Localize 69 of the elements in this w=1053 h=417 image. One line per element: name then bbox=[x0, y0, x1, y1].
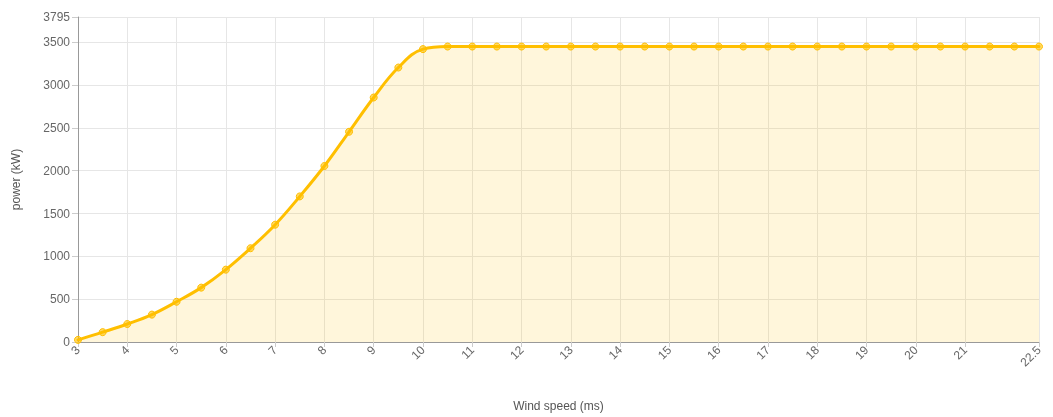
x-tick-label: 21 bbox=[950, 342, 971, 363]
y-tick-label: 1500 bbox=[43, 206, 71, 221]
y-tick-label: 3795 bbox=[43, 10, 71, 24]
x-tick-label: 20 bbox=[901, 342, 921, 363]
point bbox=[591, 42, 600, 51]
point bbox=[418, 45, 427, 54]
point bbox=[197, 283, 206, 292]
point bbox=[221, 265, 230, 274]
point bbox=[763, 42, 772, 51]
y-tick-label: 2000 bbox=[43, 163, 71, 178]
x-axis-title: Wind speed (ms) bbox=[513, 399, 604, 413]
point bbox=[1010, 42, 1019, 51]
point bbox=[936, 42, 945, 51]
x-tick-label: 16 bbox=[704, 342, 724, 363]
point bbox=[887, 42, 896, 51]
point bbox=[862, 42, 871, 51]
point bbox=[640, 42, 649, 51]
point bbox=[394, 63, 403, 72]
y-tick-label: 500 bbox=[49, 292, 71, 307]
y-tick-label: 2500 bbox=[43, 120, 71, 135]
point bbox=[74, 335, 82, 344]
point bbox=[468, 42, 477, 51]
x-tick-label: 13 bbox=[556, 342, 576, 363]
point bbox=[690, 42, 699, 51]
x-tick-label: 17 bbox=[753, 342, 774, 363]
point bbox=[443, 42, 452, 51]
point bbox=[837, 42, 846, 51]
point bbox=[616, 42, 625, 51]
x-tick-label: 10 bbox=[408, 342, 429, 363]
point bbox=[665, 42, 674, 51]
point bbox=[147, 310, 156, 319]
point bbox=[985, 42, 994, 51]
y-tick-label: 0 bbox=[63, 335, 71, 349]
x-tick-label: 15 bbox=[655, 342, 675, 363]
y-tick-label: 3500 bbox=[43, 35, 71, 50]
point bbox=[739, 42, 748, 51]
point bbox=[911, 42, 920, 51]
x-tick-label: 11 bbox=[458, 342, 478, 362]
point bbox=[566, 42, 575, 51]
point bbox=[961, 42, 970, 51]
point bbox=[123, 320, 132, 329]
point bbox=[517, 42, 526, 51]
point bbox=[813, 42, 822, 51]
point bbox=[271, 220, 280, 229]
point bbox=[542, 42, 551, 51]
x-tick-label: 8 bbox=[314, 342, 330, 358]
point bbox=[98, 328, 107, 337]
x-tick-label: 5 bbox=[166, 342, 182, 358]
point bbox=[714, 42, 723, 51]
point bbox=[492, 42, 501, 51]
x-tick-label: 18 bbox=[802, 342, 823, 363]
y-tick-label: 1000 bbox=[43, 249, 71, 264]
x-tick-label: 7 bbox=[265, 342, 281, 358]
point bbox=[1035, 42, 1043, 51]
point bbox=[788, 42, 797, 51]
x-tick-label: 9 bbox=[364, 342, 379, 358]
y-tick-label: 3000 bbox=[43, 78, 71, 93]
point bbox=[172, 297, 181, 306]
y-axis-title: power (kW) bbox=[9, 148, 23, 211]
point bbox=[246, 244, 255, 253]
x-tick-label: 14 bbox=[605, 342, 626, 363]
x-tick-label: 4 bbox=[117, 342, 133, 358]
x-tick-label: 12 bbox=[507, 342, 527, 363]
point bbox=[369, 93, 378, 102]
x-tick-label: 6 bbox=[216, 342, 232, 358]
point bbox=[295, 192, 304, 201]
point bbox=[320, 162, 329, 171]
point bbox=[345, 127, 354, 136]
x-tick-label: 19 bbox=[852, 342, 872, 363]
